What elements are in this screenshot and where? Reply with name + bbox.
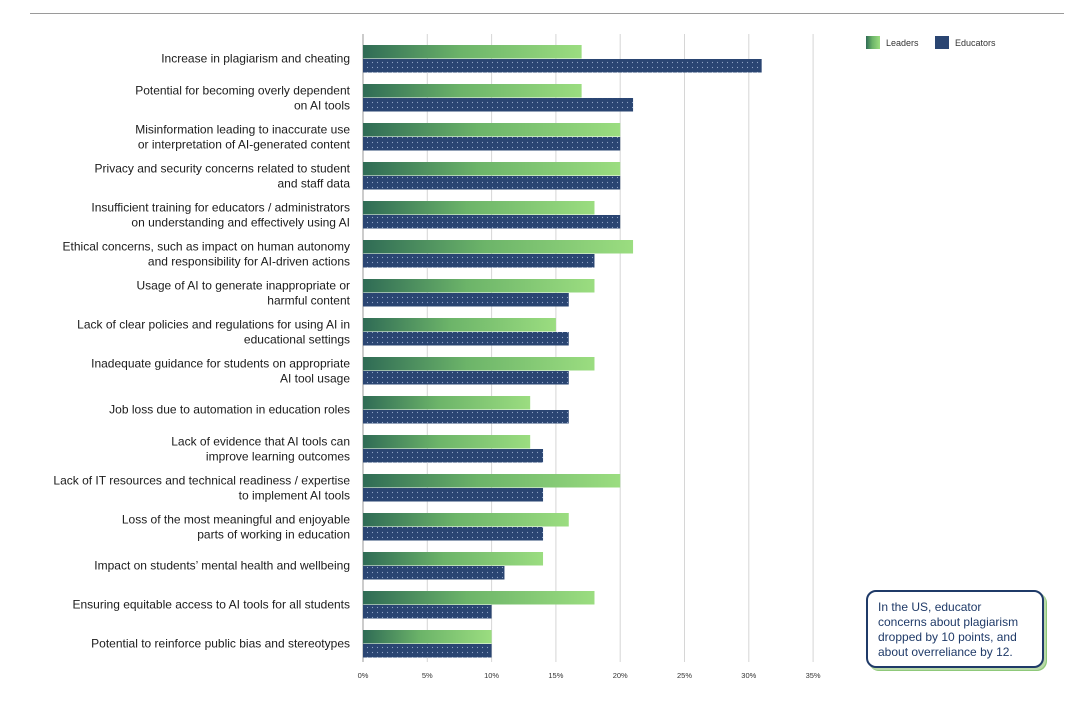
category-label-line: Impact on students’ mental health and we… <box>94 559 350 573</box>
category-label: Ethical concerns, such as impact on huma… <box>63 240 350 269</box>
educators-bar <box>363 254 595 268</box>
category-label-line: Loss of the most meaningful and enjoyabl… <box>122 513 350 527</box>
leaders-bar <box>363 240 634 254</box>
category-label-line: Job loss due to automation in education … <box>109 403 350 417</box>
leaders-bar <box>363 318 556 332</box>
category-label: Usage of AI to generate inappropriate or… <box>137 279 351 308</box>
educators-bar <box>363 98 634 112</box>
category-label-line: parts of working in education <box>197 528 350 542</box>
category-label: Privacy and security concerns related to… <box>95 162 351 191</box>
category-label: Insufficient training for educators / ad… <box>91 201 350 230</box>
educators-bar <box>363 605 492 619</box>
top-divider <box>30 13 1064 14</box>
educators-bar <box>363 332 569 346</box>
x-tick-label: 25% <box>677 671 692 680</box>
leaders-bar <box>363 630 492 644</box>
educators-bar <box>363 176 621 190</box>
category-label-line: Ensuring equitable access to AI tools fo… <box>73 598 351 612</box>
leaders-bar <box>363 201 595 215</box>
leaders-bar <box>363 396 531 410</box>
category-label: Impact on students’ mental health and we… <box>94 559 350 573</box>
category-label-line: Lack of evidence that AI tools can <box>171 435 350 449</box>
category-label-line: Inadequate guidance for students on appr… <box>91 357 350 371</box>
category-label-line: educational settings <box>244 333 350 347</box>
category-label: Loss of the most meaningful and enjoyabl… <box>122 513 350 542</box>
x-tick-label: 0% <box>358 671 369 680</box>
category-label-line: Potential to reinforce public bias and s… <box>91 637 350 651</box>
category-label-line: Insufficient training for educators / ad… <box>91 201 350 215</box>
educators-bar <box>363 371 569 385</box>
leaders-bar <box>363 162 621 176</box>
category-label-line: Lack of clear policies and regulations f… <box>77 318 350 332</box>
category-label-line: on AI tools <box>294 99 350 113</box>
legend-educators-label: Educators <box>955 38 996 48</box>
legend-leaders-label: Leaders <box>886 38 919 48</box>
leaders-bar <box>363 474 621 488</box>
category-label: Lack of evidence that AI tools can improv… <box>171 435 350 464</box>
category-label-line: and responsibility for AI-driven actions <box>148 255 350 269</box>
category-label: Misinformation leading to inaccurate use… <box>135 123 350 152</box>
educators-bar <box>363 215 621 229</box>
category-label: Ensuring equitable access to AI tools fo… <box>73 598 351 612</box>
category-label: Increase in plagiarism and cheating <box>161 52 350 66</box>
leaders-bar <box>363 513 569 527</box>
x-tick-label: 35% <box>806 671 821 680</box>
category-label-line: Ethical concerns, such as impact on huma… <box>63 240 350 254</box>
insight-callout: In the US, educator concerns about plagi… <box>866 590 1044 668</box>
educators-bar <box>363 137 621 151</box>
leaders-bar <box>363 123 621 137</box>
category-label: Potential for becoming overly dependent o… <box>135 84 350 113</box>
educators-bar <box>363 449 544 463</box>
category-label-line: and staff data <box>277 177 350 191</box>
leaders-bar <box>363 591 595 605</box>
leaders-bar <box>363 279 595 293</box>
category-label-line: Usage of AI to generate inappropriate or <box>137 279 350 293</box>
category-label-line: on understanding and effectively using A… <box>131 216 350 230</box>
category-label: Inadequate guidance for students on appr… <box>91 357 350 386</box>
x-tick-label: 15% <box>548 671 563 680</box>
x-tick-label: 30% <box>741 671 756 680</box>
category-label-line: Potential for becoming overly dependent <box>135 84 350 98</box>
educators-bar <box>363 410 569 424</box>
educators-bar <box>363 488 544 502</box>
legend-educators-swatch <box>935 36 949 49</box>
x-tick-label: 10% <box>484 671 499 680</box>
category-label-line: Misinformation leading to inaccurate use <box>135 123 350 137</box>
leaders-bar <box>363 357 595 371</box>
category-label: Lack of IT resources and technical readi… <box>53 474 350 503</box>
x-tick-label: 20% <box>613 671 628 680</box>
leaders-bar <box>363 84 582 98</box>
x-tick-label: 5% <box>422 671 433 680</box>
category-label-line: Privacy and security concerns related to… <box>95 162 351 176</box>
category-label-line: harmful content <box>267 294 350 308</box>
leaders-bar <box>363 435 531 449</box>
category-label: Potential to reinforce public bias and s… <box>91 637 350 651</box>
educators-bar <box>363 293 569 307</box>
category-label-line: Increase in plagiarism and cheating <box>161 52 350 66</box>
category-label-line: to implement AI tools <box>239 489 350 503</box>
category-label-line: or interpretation of AI-generated conten… <box>138 138 351 152</box>
educators-bar <box>363 59 762 73</box>
educators-bar <box>363 566 505 580</box>
educators-bar <box>363 644 492 658</box>
category-label-line: improve learning outcomes <box>206 450 350 464</box>
category-label-line: AI tool usage <box>280 372 350 386</box>
category-label: Lack of clear policies and regulations f… <box>77 318 350 347</box>
category-label-line: Lack of IT resources and technical readi… <box>53 474 350 488</box>
educators-bar <box>363 527 544 541</box>
callout-text: In the US, educator concerns about plagi… <box>878 600 1019 659</box>
category-label: Job loss due to automation in education … <box>109 403 350 417</box>
leaders-bar <box>363 45 582 59</box>
leaders-bar <box>363 552 544 566</box>
legend-leaders-swatch <box>866 36 880 49</box>
